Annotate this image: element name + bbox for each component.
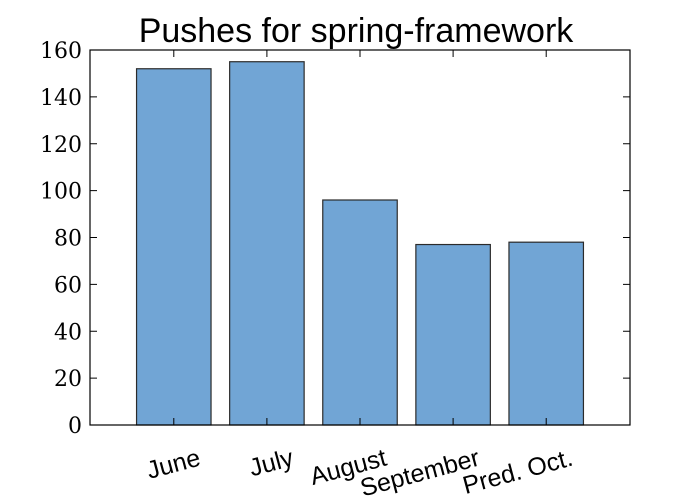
y-tick-label: 160 <box>40 39 82 64</box>
x-tick-label: June <box>144 444 204 485</box>
plot-frame <box>89 49 631 426</box>
x-tick-label: July <box>246 444 297 483</box>
bars-group <box>135 61 585 426</box>
y-tick-label: 100 <box>40 180 82 205</box>
y-tick-label: 60 <box>54 273 82 298</box>
y-tick-label: 120 <box>40 133 82 158</box>
y-tick-label: 40 <box>54 320 82 345</box>
y-tick-label: 20 <box>54 367 82 392</box>
bar-august <box>322 199 398 426</box>
chart-title: Pushes for spring-framework <box>139 12 575 50</box>
y-tick-label: 80 <box>54 227 82 252</box>
bar-june <box>135 68 212 426</box>
y-axis: 0 20 40 60 80 100 120 140 160 <box>40 39 630 439</box>
bar-july <box>229 61 305 426</box>
bar-pred-oct <box>508 241 585 426</box>
bar-september <box>415 243 491 426</box>
y-tick-label: 140 <box>40 86 82 111</box>
y-tick-label: 0 <box>68 414 82 439</box>
